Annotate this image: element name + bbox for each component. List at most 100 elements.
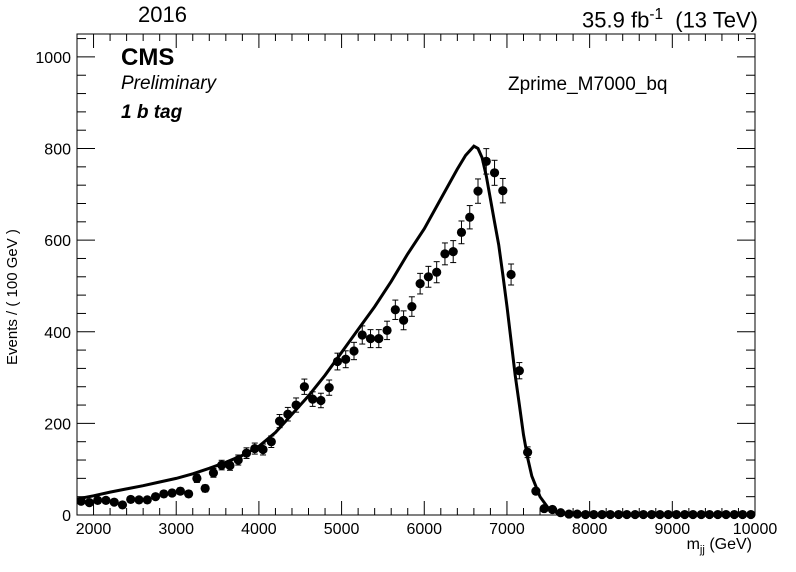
- data-point: [647, 509, 657, 520]
- data-point: [729, 509, 739, 520]
- data-point: [93, 495, 103, 505]
- y-tick-label: 600: [44, 233, 71, 250]
- x-tick-label: 2000: [76, 521, 112, 538]
- data-point: [456, 227, 467, 237]
- x-tick-label: 8000: [572, 521, 608, 538]
- data-point: [556, 508, 566, 518]
- data-point: [184, 489, 194, 499]
- data-point: [374, 334, 384, 344]
- data-point: [630, 509, 640, 520]
- data-point: [622, 509, 632, 520]
- data-point: [432, 267, 442, 277]
- x-tick-label: 10000: [733, 521, 778, 538]
- data-point: [696, 509, 706, 520]
- data-point: [109, 497, 119, 507]
- fit-curve-line: [76, 144, 756, 517]
- data-point: [225, 460, 235, 471]
- data-point: [448, 246, 458, 257]
- x-tick-label: 7000: [489, 521, 525, 538]
- x-tick-label: 4000: [241, 521, 277, 538]
- energy-label: (13 TeV): [675, 7, 758, 33]
- data-point: [159, 489, 169, 499]
- data-point: [357, 330, 367, 340]
- data-point: [283, 409, 293, 419]
- data-point: [241, 448, 252, 458]
- data-point: [407, 301, 417, 312]
- data-point: [655, 509, 665, 520]
- plot-frame: [76, 33, 756, 516]
- data-point: [589, 509, 599, 520]
- luminosity-label: 35.9 fb-1 (13 TeV): [582, 6, 758, 33]
- data-point: [531, 486, 541, 496]
- data-point: [250, 443, 260, 454]
- data-point: [233, 455, 243, 465]
- data-point: [101, 495, 111, 505]
- data-point: [680, 509, 690, 520]
- data-point: [489, 168, 500, 178]
- data-point: [126, 494, 136, 505]
- preliminary-label: Preliminary: [121, 73, 217, 94]
- data-point: [192, 473, 202, 483]
- data-point: [266, 437, 276, 447]
- y-tick-label: 800: [44, 142, 71, 159]
- x-tick-label: 5000: [324, 521, 360, 538]
- data-point: [547, 504, 558, 515]
- data-point: [539, 503, 549, 514]
- data-point: [415, 279, 425, 289]
- data-point: [324, 383, 334, 393]
- data-point: [349, 346, 359, 356]
- data-point: [506, 269, 516, 280]
- y-axis-label: Events / ( 100 GeV ): [4, 229, 21, 365]
- fit-curve: [76, 144, 756, 517]
- data-point: [737, 509, 748, 520]
- data-point: [117, 500, 128, 510]
- x-axis-symbol: m: [686, 536, 700, 553]
- lumi-exponent: -1: [649, 6, 664, 23]
- data-point: [613, 509, 624, 520]
- y-tick-label: 400: [44, 325, 71, 342]
- data-point: [258, 444, 268, 455]
- data-point: [721, 509, 731, 520]
- data-point: [332, 356, 343, 367]
- y-tick-label: 1000: [35, 50, 71, 67]
- data-point: [291, 400, 301, 410]
- data-point: [638, 509, 648, 520]
- data-point: [564, 509, 574, 519]
- data-points: [76, 148, 756, 520]
- data-point: [76, 496, 86, 506]
- data-point: [605, 509, 615, 520]
- data-point: [498, 186, 508, 196]
- data-point: [713, 509, 723, 520]
- data-point: [671, 509, 682, 520]
- data-point: [580, 509, 591, 520]
- data-point: [523, 447, 533, 457]
- category-label: 1 b tag: [121, 102, 183, 123]
- x-tick-label: 3000: [158, 521, 194, 538]
- data-point: [208, 468, 219, 478]
- data-point: [365, 334, 376, 344]
- y-tick-label: 0: [62, 508, 71, 525]
- data-point: [316, 395, 326, 406]
- cms-label: CMS: [121, 44, 175, 71]
- data-point: [514, 366, 524, 376]
- data-point: [465, 212, 475, 222]
- year-label: 2016: [138, 2, 187, 27]
- data-point: [704, 509, 715, 520]
- data-point: [572, 509, 582, 519]
- data-point: [663, 509, 673, 520]
- data-point: [746, 509, 756, 520]
- x-axis-label: mjj (GeV): [687, 536, 752, 556]
- data-point: [150, 492, 161, 502]
- sample-label: Zprime_M7000_bq: [508, 74, 668, 95]
- x-axis-unit: (GeV): [709, 536, 752, 553]
- data-point: [440, 249, 450, 259]
- data-point: [382, 325, 392, 335]
- data-point: [84, 498, 95, 508]
- data-point: [390, 305, 400, 315]
- x-tick-label: 9000: [655, 521, 691, 538]
- data-point: [308, 394, 318, 404]
- data-point: [142, 495, 152, 505]
- data-point: [217, 460, 227, 470]
- data-point: [688, 509, 698, 520]
